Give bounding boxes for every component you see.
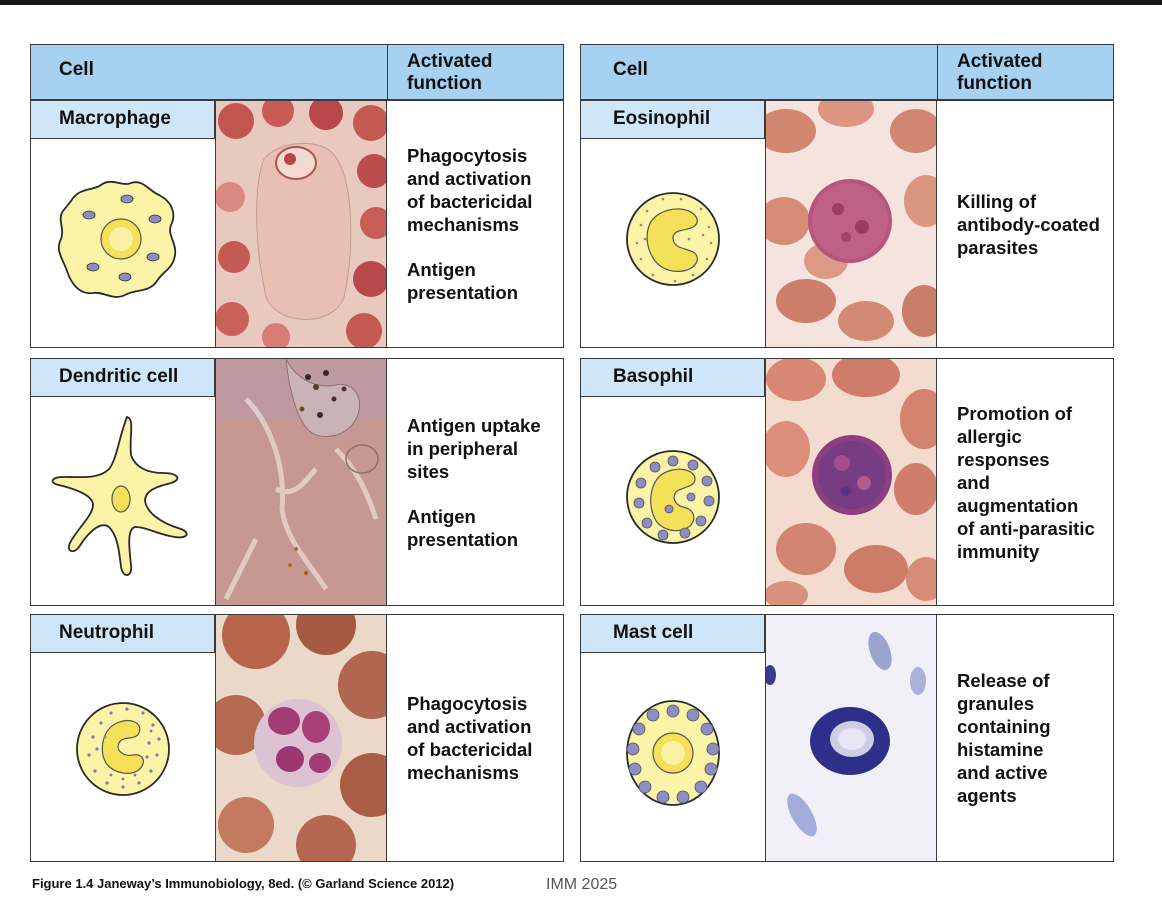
slide-footer: IMM 2025 xyxy=(546,876,618,893)
dendritic-cell-micrograph xyxy=(215,359,387,605)
function-text: Promotion of allergic responses and augm… xyxy=(957,402,1095,562)
cell-name: Macrophage xyxy=(59,108,171,129)
cell-row-eosinophil: Eosinophil Killing of antibody- xyxy=(580,100,1114,348)
activated-functions: Phagocytosis and activation of bacterici… xyxy=(407,101,562,347)
cell-column-header: Cell xyxy=(59,59,94,80)
cell-name: Eosinophil xyxy=(613,108,711,129)
neutrophil-diagram xyxy=(31,653,215,861)
dendritic-cell-diagram xyxy=(31,397,215,605)
cell-name-tab: Eosinophil xyxy=(581,101,765,139)
function-text: Phagocytosis and activation of bacterici… xyxy=(407,693,533,783)
cell-name-tab: Macrophage xyxy=(31,101,215,139)
function-column-header: Activated function xyxy=(407,51,493,94)
table-header: Cell Activated function xyxy=(580,44,1114,100)
eosinophil-diagram xyxy=(581,139,765,347)
cell-name-tab: Neutrophil xyxy=(31,615,215,653)
eosinophil-micrograph xyxy=(765,101,937,347)
left-table: Cell Activated function Macrophage xyxy=(30,44,564,862)
figure-caption: Figure 1.4 Janeway’s Immunobiology, 8ed.… xyxy=(32,876,455,891)
table-header: Cell Activated function xyxy=(30,44,564,100)
neutrophil-micrograph xyxy=(215,615,387,861)
cell-row-neutrophil: Neutrophil Phagocytosis and activation xyxy=(30,614,564,862)
function-text: Antigen presentation xyxy=(407,259,519,303)
cell-name-tab: Mast cell xyxy=(581,615,765,653)
cell-name: Neutrophil xyxy=(59,622,154,643)
function-text: Phagocytosis and activation of bacterici… xyxy=(407,145,533,235)
macrophage-diagram xyxy=(31,139,215,347)
function-text: Killing of antibody-coated parasites xyxy=(957,190,1100,258)
right-table: Cell Activated function Eosinophil xyxy=(580,44,1114,862)
basophil-diagram xyxy=(581,397,765,605)
function-column-header: Activated function xyxy=(957,51,1043,94)
cell-name-tab: Dendritic cell xyxy=(31,359,215,397)
function-text: Release of granules containing histamine… xyxy=(957,670,1051,806)
cell-name-tab: Basophil xyxy=(581,359,765,397)
activated-functions: Promotion of allergic responses and augm… xyxy=(957,359,1112,605)
top-edge-bar xyxy=(0,0,1162,5)
cell-row-mast-cell: Mast cell Rel xyxy=(580,614,1114,862)
cell-row-macrophage: Macrophage xyxy=(30,100,564,348)
mast-cell-diagram xyxy=(581,653,765,861)
activated-functions: Antigen uptake in peripheral sites Antig… xyxy=(407,359,562,605)
cell-row-dendritic-cell: Dendritic cell Antigen uptake in periphe… xyxy=(30,358,564,606)
header-divider xyxy=(937,45,938,99)
cell-name: Basophil xyxy=(613,366,694,387)
cell-name: Mast cell xyxy=(613,622,694,643)
activated-functions: Phagocytosis and activation of bacterici… xyxy=(407,615,562,861)
cell-name: Dendritic cell xyxy=(59,366,179,387)
cell-row-basophil: Basophil Promotion of allergic xyxy=(580,358,1114,606)
basophil-micrograph xyxy=(765,359,937,605)
function-text: Antigen presentation xyxy=(407,505,519,550)
activated-functions: Release of granules containing histamine… xyxy=(957,615,1112,861)
activated-functions: Killing of antibody-coated parasites xyxy=(957,101,1112,347)
cell-column-header: Cell xyxy=(613,59,648,80)
header-divider xyxy=(387,45,388,99)
function-text: Antigen uptake in peripheral sites xyxy=(407,414,541,482)
mast-cell-micrograph xyxy=(765,615,937,861)
macrophage-micrograph xyxy=(215,101,387,347)
